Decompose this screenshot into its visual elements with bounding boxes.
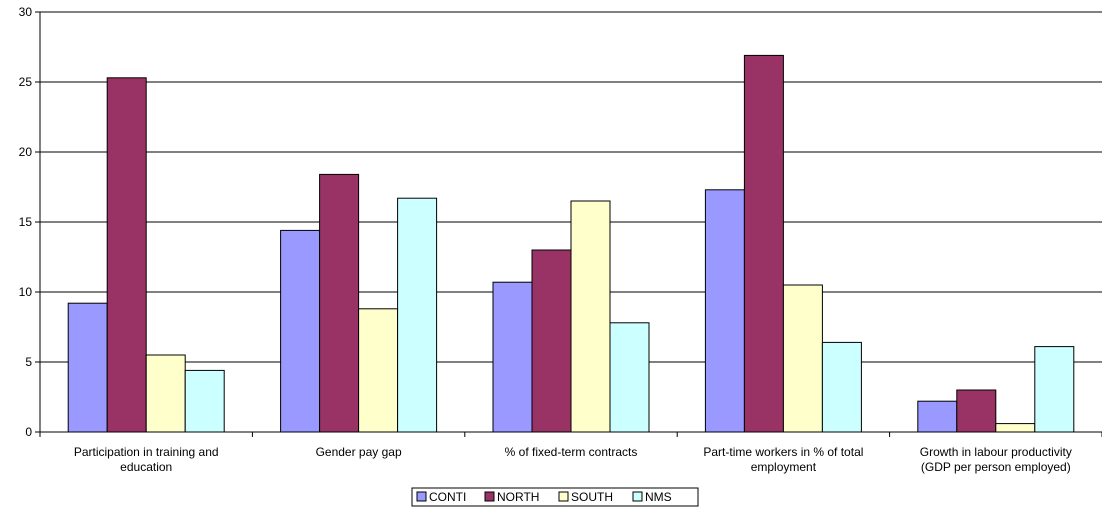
y-tick-label: 30: [19, 5, 33, 19]
bar-south-2: [570, 200, 611, 433]
bar-conti-2: [492, 281, 533, 433]
bar-north-0: [106, 77, 147, 433]
legend-label-conti: CONTI: [429, 490, 466, 504]
bar-south-0: [145, 354, 186, 433]
x-category-label: employment: [751, 460, 817, 474]
bar-north-1: [319, 173, 360, 433]
x-category-label: % of fixed-term contracts: [505, 445, 638, 459]
x-category-label: (GDP per person employed): [921, 460, 1071, 474]
legend: CONTI NORTH SOUTH NMS: [411, 487, 699, 507]
bar-conti-3: [704, 189, 745, 433]
bar-north-2: [531, 249, 572, 433]
bar-south-3: [782, 284, 823, 433]
legend-label-north: NORTH: [497, 490, 539, 504]
legend-swatch-conti: [416, 491, 427, 502]
y-tick-label: 0: [25, 425, 32, 439]
bar-nms-4: [1034, 346, 1075, 433]
bar-north-3: [743, 54, 784, 433]
x-category-label: Growth in labour productivity: [920, 445, 1072, 459]
bar-nms-3: [821, 341, 862, 433]
bars: [67, 54, 1075, 433]
legend-swatch-north: [484, 491, 495, 502]
y-tick-label: 10: [19, 285, 33, 299]
legend-box: [411, 487, 699, 507]
bar-north-4: [956, 389, 997, 433]
y-tick-label: 20: [19, 145, 33, 159]
legend-swatch-south: [558, 491, 569, 502]
bar-conti-0: [67, 302, 108, 433]
y-axis-ticks: 0 5 10 15 20 25 30: [19, 5, 40, 439]
bar-conti-4: [917, 400, 958, 433]
bar-nms-2: [609, 322, 650, 433]
bar-nms-1: [397, 197, 438, 433]
x-category-label: education: [120, 460, 172, 474]
legend-swatch-nms: [632, 491, 643, 502]
x-category-label: Participation in training and: [74, 445, 219, 459]
bar-nms-0: [184, 369, 225, 433]
x-category-label: Part-time workers in % of total: [703, 445, 863, 459]
y-tick-label: 5: [25, 355, 32, 369]
legend-label-south: SOUTH: [571, 490, 613, 504]
bar-south-1: [358, 308, 399, 433]
legend-label-nms: NMS: [645, 490, 672, 504]
bar-conti-1: [280, 229, 321, 433]
y-tick-label: 15: [19, 215, 33, 229]
x-category-label: Gender pay gap: [316, 445, 402, 459]
y-tick-label: 25: [19, 75, 33, 89]
bar-south-4: [995, 423, 1036, 433]
